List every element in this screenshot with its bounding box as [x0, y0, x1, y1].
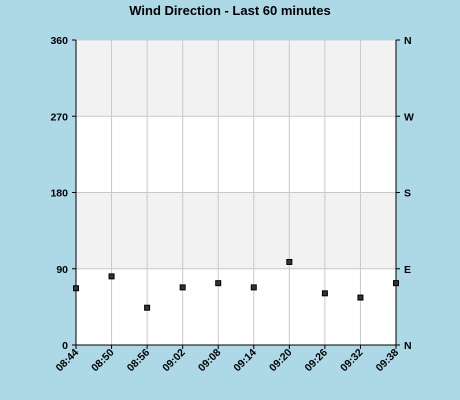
- band-0: [76, 268, 396, 345]
- data-point: [215, 280, 222, 287]
- band-1: [76, 192, 396, 269]
- data-point: [144, 304, 151, 311]
- band-3: [76, 40, 396, 117]
- data-point: [73, 285, 79, 292]
- data-point: [179, 284, 186, 291]
- compass-label: N: [404, 35, 412, 47]
- x-tick-label: 09:38: [374, 347, 402, 375]
- grid-lines: [76, 40, 396, 345]
- data-points: [73, 258, 399, 311]
- x-tick-label: 09:08: [196, 347, 224, 375]
- x-tick-label: 08:56: [125, 347, 153, 375]
- compass-label: S: [404, 188, 411, 200]
- x-tick-label: 09:32: [338, 347, 366, 375]
- y-tick-label: 0: [62, 340, 68, 352]
- compass-label: W: [404, 111, 414, 123]
- data-point: [321, 290, 328, 297]
- y-tick-label: 360: [50, 35, 68, 47]
- chart-title: Wind Direction - Last 60 minutes: [129, 3, 331, 18]
- x-tick-label: 08:50: [89, 347, 117, 375]
- compass-label: N: [404, 340, 412, 352]
- x-tick-label: 09:26: [303, 347, 331, 375]
- y-tick-label: 180: [50, 188, 68, 200]
- y-tick-label: 270: [50, 111, 68, 123]
- x-tick-label: 08:44: [54, 347, 82, 375]
- x-tick-label: 09:14: [231, 347, 259, 375]
- data-point: [393, 280, 399, 287]
- data-point: [250, 284, 257, 291]
- data-point: [286, 258, 293, 265]
- background-bands: [76, 40, 396, 345]
- band-2: [76, 116, 396, 193]
- data-point: [108, 273, 115, 280]
- y-tick-label: 90: [56, 264, 68, 276]
- x-tick-label: 09:02: [160, 347, 188, 375]
- x-tick-label: 09:20: [267, 347, 295, 375]
- data-point: [357, 294, 364, 301]
- compass-label: E: [404, 264, 411, 276]
